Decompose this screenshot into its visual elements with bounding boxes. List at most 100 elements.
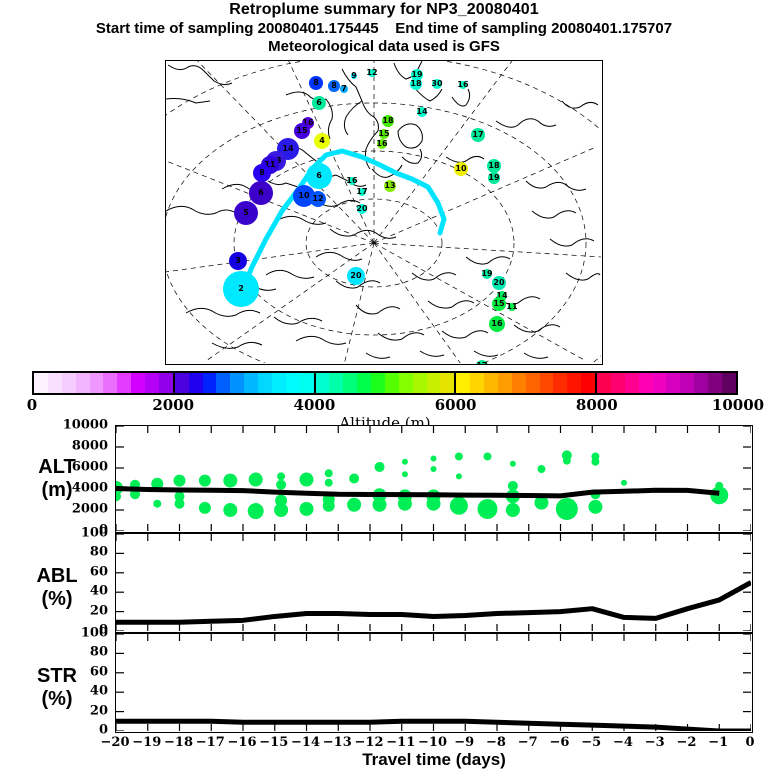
- plume-dot-label: 6: [316, 98, 322, 107]
- alt-bubble: [349, 473, 360, 484]
- plume-dot-label: 19: [481, 269, 493, 278]
- plume-dot: [379, 129, 389, 139]
- alt-bubble: [562, 456, 571, 465]
- plume-dot: [253, 164, 271, 182]
- plume-dot-label: 13: [384, 181, 396, 190]
- y-tick-label: 10000: [62, 417, 108, 433]
- plume-dot: [382, 115, 394, 127]
- colorbar-segment: [258, 373, 272, 393]
- alt-bubble: [275, 494, 288, 507]
- y-tick-label: 60: [89, 564, 108, 580]
- x-tick-label: −4: [613, 735, 633, 750]
- plume-dot: [384, 180, 396, 192]
- colorbar-segment: [75, 373, 90, 393]
- colorbar-tick: 10000: [711, 396, 765, 414]
- y-tick-label: 0: [98, 722, 108, 738]
- alt-bubble: [621, 479, 627, 486]
- plume-dot: [377, 139, 387, 149]
- plume-dot: [432, 79, 442, 89]
- plume-dot-label: 16: [302, 118, 314, 127]
- y-tick-label: 4000: [71, 480, 108, 496]
- abl-row-label: ABL (%): [8, 565, 106, 611]
- x-tick-label: −18: [164, 735, 193, 750]
- x-tick-label: −3: [644, 735, 665, 750]
- colorbar-segment: [202, 373, 217, 393]
- plume-dot: [351, 73, 357, 79]
- sampling-time-line: Start time of sampling 20080401.175445 E…: [0, 19, 768, 38]
- plume-centroid-track: [239, 148, 447, 294]
- plume-dot: [347, 267, 365, 285]
- colorbar-segment: [244, 373, 258, 393]
- plume-dot: [489, 316, 505, 332]
- plume-dot: [476, 360, 488, 364]
- y-tick-label: 20: [89, 603, 108, 619]
- plume-dot: [328, 80, 340, 92]
- x-tick-label: −15: [259, 735, 289, 750]
- colorbar-segment: [343, 373, 358, 393]
- alt-bubble: [174, 498, 185, 509]
- alt-panel[interactable]: [115, 425, 753, 533]
- alt-bubble: [509, 460, 516, 467]
- plume-dot: [340, 85, 348, 93]
- plume-dot: [410, 78, 422, 90]
- retroplume-map[interactable]: 8879126191830161416151441311865610122320…: [165, 60, 603, 365]
- colorbar-segment: [172, 373, 189, 393]
- colorbar-segment: [371, 373, 385, 393]
- alt-bubble: [401, 458, 408, 465]
- plume-dot: [459, 81, 467, 89]
- plume-dot-label: 3: [235, 256, 241, 265]
- colorbar-segment: [511, 373, 526, 393]
- abl-panel[interactable]: [115, 533, 753, 633]
- map-graphics: [166, 61, 601, 363]
- colorbar-segment: [624, 373, 639, 393]
- plume-dot: [310, 191, 326, 207]
- colorbar-segment: [61, 373, 76, 393]
- alt-row-label: ALT (m): [8, 456, 106, 502]
- colorbar-segment: [131, 373, 145, 393]
- str-panel[interactable]: [115, 633, 753, 733]
- page-title: Retroplume summary for NP3_20080401: [229, 1, 539, 18]
- plume-dot-label: 6: [258, 188, 264, 197]
- plume-dot-label: 16: [376, 139, 388, 148]
- x-tick-label: −2: [676, 735, 697, 750]
- colorbar-segment: [426, 373, 441, 393]
- plume-dot-label: 15: [378, 129, 390, 138]
- alt-bubble: [174, 491, 185, 502]
- str-label-line2: (%): [41, 688, 73, 710]
- alt-bubble: [247, 503, 264, 520]
- x-tick-label: −14: [291, 735, 320, 750]
- x-tick-label: −6: [549, 735, 570, 750]
- plume-dot: [368, 69, 376, 77]
- plume-dot: [223, 271, 259, 307]
- plume-dot: [348, 177, 356, 185]
- plume-dot-label: 14: [496, 291, 508, 300]
- alt-bubble: [276, 479, 287, 490]
- plume-dot: [471, 128, 485, 142]
- colorbar-segment: [34, 373, 48, 393]
- abl-label-line2: (%): [41, 588, 73, 610]
- colorbar-tick: 0: [26, 396, 38, 414]
- plume-dot-label: 19: [411, 70, 423, 79]
- alt-bubble: [426, 496, 441, 511]
- plume-dot-label: 15: [296, 126, 308, 135]
- colorbar-segment: [680, 373, 695, 393]
- plume-dot-label: 10: [455, 164, 467, 173]
- plume-dot: [492, 297, 506, 311]
- plume-dot-label: 6: [316, 171, 322, 180]
- y-tick-label: 2000: [71, 501, 108, 517]
- colorbar-segment: [145, 373, 159, 393]
- x-tick-label: −5: [581, 735, 602, 750]
- plume-dot: [312, 96, 326, 110]
- y-tick-label: 6000: [71, 459, 108, 475]
- alt-bubble: [710, 486, 729, 505]
- header-block: Retroplume summary for NP3_20080401 Star…: [0, 0, 768, 56]
- plume-dot-label: 7: [341, 84, 347, 93]
- colorbar-segment: [553, 373, 568, 393]
- alt-bubble: [173, 474, 186, 487]
- x-tick-label: −1: [708, 735, 729, 750]
- colorbar-segment: [357, 373, 371, 393]
- alt-bubble: [401, 471, 408, 478]
- x-tick-label: −8: [486, 735, 506, 750]
- plume-dot: [358, 188, 366, 196]
- plume-dot: [249, 181, 273, 205]
